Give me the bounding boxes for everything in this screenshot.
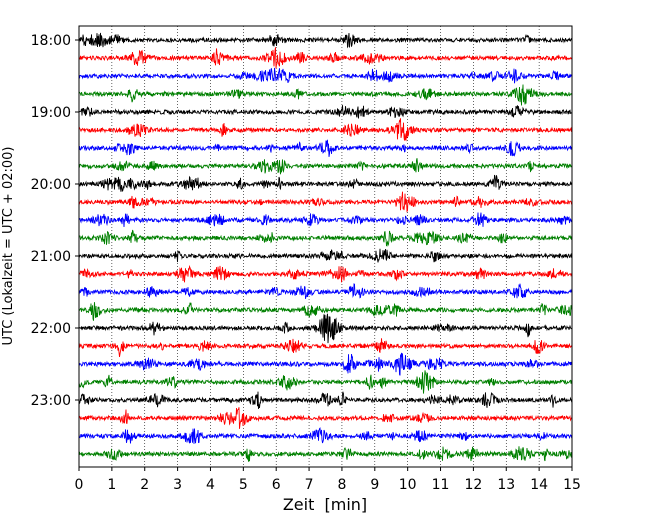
x-tick-label: 13 (497, 477, 515, 493)
x-axis-ticks: 0 1 2 3 4 5 6 7 8 9 10 11 12 13 14 15 (75, 467, 581, 493)
trace-line (78, 105, 573, 119)
trace-line (78, 264, 573, 283)
trace-line (78, 158, 573, 175)
trace-line (78, 118, 573, 142)
trace-line (78, 139, 573, 157)
x-tick-label: 9 (370, 477, 379, 493)
trace-line (78, 370, 573, 394)
x-tick-label: 0 (75, 477, 84, 493)
y-tick-label: 22:00 (31, 321, 71, 337)
x-tick-label: 7 (305, 477, 314, 493)
x-tick-label: 8 (337, 477, 346, 493)
seismogram-traces (78, 32, 573, 462)
plot-frame (78, 25, 573, 468)
x-tick-label: 3 (173, 477, 182, 493)
x-axis-title: Zeit [min] (283, 495, 367, 514)
x-tick-label: 4 (206, 477, 215, 493)
trace-line (78, 283, 573, 299)
trace-line (78, 302, 573, 321)
x-tick-label: 11 (432, 477, 450, 493)
x-tick-label: 15 (563, 477, 581, 493)
trace-line (78, 191, 573, 213)
trace-line (78, 67, 573, 84)
trace-line (78, 407, 573, 429)
y-tick-label: 21:00 (31, 249, 71, 265)
x-tick-label: 2 (140, 477, 149, 493)
plot-background (79, 26, 572, 467)
x-tick-label: 6 (272, 477, 281, 493)
trace-line (78, 352, 573, 376)
trace-line (78, 338, 573, 357)
trace-line (78, 391, 573, 409)
trace-line (78, 313, 573, 344)
y-tick-label: 20:00 (31, 177, 71, 193)
x-tick-label: 12 (464, 477, 482, 493)
trace-line (78, 446, 573, 462)
y-tick-label: 18:00 (31, 33, 71, 49)
x-tick-label: 5 (239, 477, 248, 493)
x-tick-label: 1 (107, 477, 116, 493)
trace-line (78, 229, 573, 247)
trace-line (78, 212, 573, 228)
y-axis-title: UTC (Lokalzeit = UTC + 02:00) (1, 147, 16, 346)
trace-line (78, 427, 573, 444)
y-tick-label: 23:00 (31, 393, 71, 409)
x-tick-label: 14 (530, 477, 548, 493)
x-tick-label: 10 (399, 477, 417, 493)
trace-line (78, 32, 573, 49)
y-tick-label: 19:00 (31, 105, 71, 121)
trace-line (78, 174, 573, 192)
trace-line (78, 248, 573, 263)
trace-line (78, 84, 573, 106)
trace-line (78, 47, 573, 69)
y-axis-ticks: 18:00 19:00 20:00 21:00 22:00 23:00 (31, 33, 79, 409)
